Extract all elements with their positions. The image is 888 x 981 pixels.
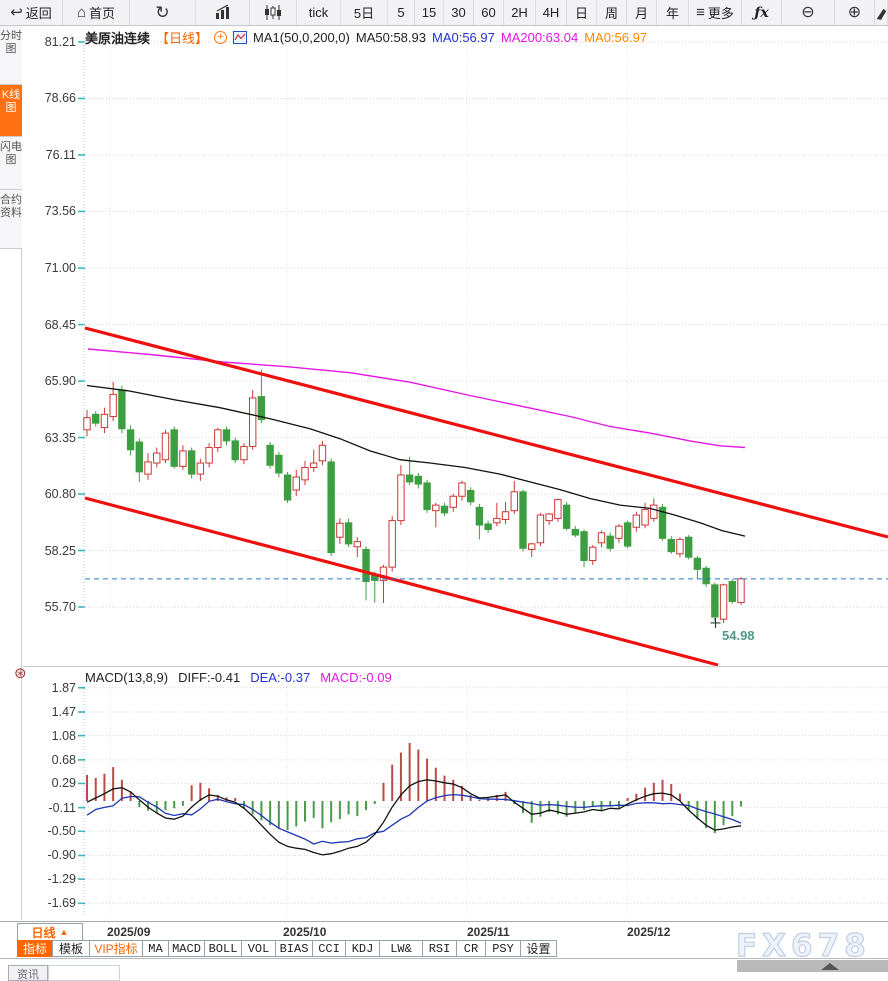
macd-axis-label: -0.11: [48, 800, 76, 815]
news-tab-partial[interactable]: 资讯: [8, 965, 48, 981]
interval-5-button[interactable]: 5: [388, 0, 415, 25]
interval-4h-button[interactable]: 4H: [536, 0, 567, 25]
zoom-out-button[interactable]: ⊖: [782, 0, 835, 25]
refresh-button[interactable]: ↻: [130, 0, 196, 25]
macd-axis-label: 1.08: [51, 728, 76, 743]
period-selector-label: 日线: [31, 925, 56, 940]
macd-axis-label: -1.29: [47, 872, 77, 887]
interval-month-button[interactable]: 月: [627, 0, 657, 25]
more-button[interactable]: ≡ 更多: [689, 0, 742, 25]
price-axis-label: 76.11: [45, 147, 76, 162]
symbol-name: 美原油连续: [85, 31, 151, 46]
fx-button[interactable]: ƒx: [742, 0, 782, 25]
price-axis-label: 63.35: [44, 430, 76, 445]
sidebar-tab-4[interactable]: 合约资料: [0, 190, 22, 249]
price-axis-label: 78.66: [44, 91, 76, 106]
price-axis-label: 73.56: [44, 204, 76, 219]
macd-axis-label: 0.68: [51, 752, 76, 767]
interval-2h-button[interactable]: 2H: [504, 0, 536, 25]
interval-week-button[interactable]: 周: [597, 0, 627, 25]
macd-axis-label: 0.29: [51, 776, 76, 791]
macd-hist-value: MACD:-0.09: [320, 670, 392, 685]
period-selector[interactable]: 日线 ▲: [17, 923, 83, 941]
macd-axis-label: 1.87: [51, 680, 76, 695]
chevron-up-icon: ▲: [59, 927, 69, 937]
ma0-orange-value: MA0:56.97: [584, 30, 648, 45]
interval-day-button[interactable]: 日: [567, 0, 597, 25]
interval-60-button[interactable]: 60: [474, 0, 504, 25]
macd-axis-label: -0.50: [47, 824, 77, 839]
horizontal-scrollbar[interactable]: [737, 960, 888, 972]
indicator-tab-PSY[interactable]: PSY: [485, 940, 521, 957]
indicator-tab-[interactable]: 设置: [520, 940, 557, 957]
sidebar-tab-2[interactable]: K线图: [0, 85, 22, 137]
indicator-tab-MACD[interactable]: MACD: [168, 940, 205, 957]
chart-title: 美原油连续 【日线】 + MA1(50,0,200,0) MA50:58.93 …: [85, 28, 647, 47]
indicator-tab-CR[interactable]: CR: [456, 940, 486, 957]
price-axis-label: 55.70: [44, 600, 76, 614]
home-button[interactable]: ⌂ 首页: [63, 0, 130, 25]
indicator-tab-KDJ[interactable]: KDJ: [345, 940, 380, 957]
bottom-strip: 资讯: [0, 958, 888, 981]
indicator-tab-VIP[interactable]: VIP指标: [89, 940, 143, 957]
indicator-tab-VOL[interactable]: VOL: [241, 940, 276, 957]
indicator-tab-MA[interactable]: MA: [142, 940, 169, 957]
blank-tab-partial[interactable]: [48, 965, 120, 981]
date-axis-label: 2025/09: [107, 925, 151, 939]
date-axis-row: 日线 ▲ 2025/09 2025/10 2025/11 2025/12: [0, 921, 888, 941]
macd-dea-value: DEA:-0.37: [250, 670, 311, 685]
indicator-tab-CCI[interactable]: CCI: [312, 940, 346, 957]
scroll-up-arrow-icon[interactable]: [821, 963, 839, 970]
indicator-tab-RSI[interactable]: RSI: [422, 940, 457, 957]
date-axis-label: 2025/12: [627, 925, 671, 939]
macd-header: MACD(13,8,9) DIFF:-0.41 DEA:-0.37 MACD:-…: [85, 670, 392, 685]
price-axis-label: 58.25: [44, 543, 76, 558]
candle-chart-button[interactable]: [250, 0, 297, 25]
indicator-tabs-row: 指标 模板 VIP指标 MA MACD BOLL VOL BIAS CCI KDJ LW& RSI CR…: [0, 940, 888, 958]
ma-settings-label: MA1(50,0,200,0): [253, 30, 350, 45]
macd-axis-label: -1.69: [47, 896, 77, 911]
macd-axis-label: -0.90: [47, 848, 77, 863]
macd-axis-label: 1.47: [51, 704, 76, 719]
ma50-value: MA50:58.93: [355, 30, 426, 45]
macd-diff-value: DIFF:-0.41: [178, 670, 241, 685]
macd-params: MACD(13,8,9): [85, 670, 169, 685]
interval-tick-button[interactable]: tick: [297, 0, 341, 25]
add-indicator-icon[interactable]: +: [214, 31, 228, 44]
indicator-tab-LW[interactable]: LW&: [379, 940, 423, 957]
interval-15-button[interactable]: 15: [415, 0, 444, 25]
interval-5d-button[interactable]: 5日: [341, 0, 388, 25]
interval-year-button[interactable]: 年: [657, 0, 689, 25]
price-axis-label: 71.00: [44, 261, 76, 276]
date-axis-label: 2025/11: [467, 925, 510, 939]
indicator-tab-[interactable]: 模板: [52, 940, 90, 957]
draw-button[interactable]: [875, 0, 888, 25]
ma200-value: MA200:63.04: [500, 30, 579, 45]
ma0-blue-value: MA0:56.97: [431, 30, 495, 45]
price-axis-label: 68.45: [44, 317, 76, 332]
mini-chart-icon[interactable]: [233, 31, 248, 44]
chart-type-sidebar: 分时图 K线图 闪电图 合约资料: [0, 26, 22, 920]
back-button[interactable]: ↩ 返回: [0, 0, 63, 25]
zoom-in-button[interactable]: ⊕: [835, 0, 875, 25]
indicator-tab-[interactable]: 指标: [17, 940, 53, 957]
price-axis-label: 65.90: [44, 374, 76, 389]
sidebar-tab-1[interactable]: 分时图: [0, 26, 22, 85]
price-axis-label: 81.21: [44, 35, 76, 49]
indicator-tab-BOLL[interactable]: BOLL: [204, 940, 242, 957]
sidebar-tab-3[interactable]: 闪电图: [0, 137, 22, 190]
interval-30-button[interactable]: 30: [444, 0, 474, 25]
date-axis-label: 2025/10: [283, 925, 327, 939]
indicator-settings-icon[interactable]: ⊛: [14, 665, 27, 682]
indicator-tab-BIAS[interactable]: BIAS: [275, 940, 313, 957]
period-label: 【日线】: [156, 31, 209, 46]
toolbar: ↩ 返回 ⌂ 首页 ↻ tick 5日 5 15 30 60 2H 4H 日周月年 ≡ 更多 ƒx ⊖ ⊕: [0, 0, 888, 26]
price-axis-label: 60.80: [44, 487, 76, 502]
low-price-label: 54.98: [722, 628, 755, 643]
bar-chart-button[interactable]: [196, 0, 250, 25]
